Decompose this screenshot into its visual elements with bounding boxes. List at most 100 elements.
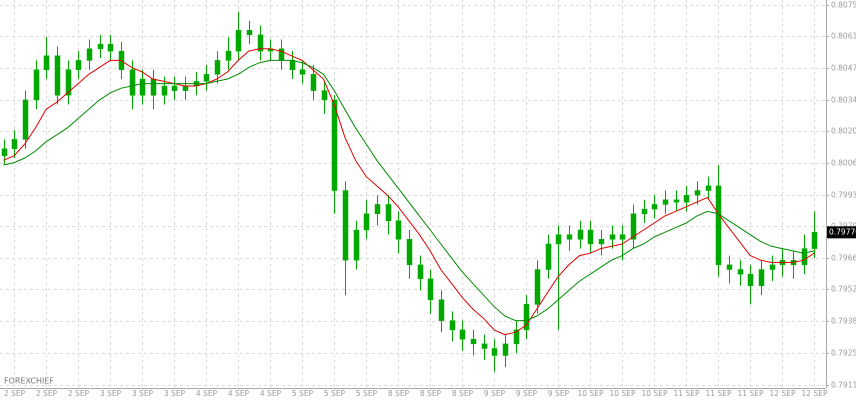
y-tick-label: 0.79115: [831, 381, 856, 390]
candle-body: [321, 90, 328, 101]
candle-body: [225, 50, 232, 61]
watermark: FOREXCHIEF: [4, 377, 54, 386]
candle-body: [587, 229, 594, 245]
candle-body: [577, 229, 584, 240]
candle-body: [395, 220, 402, 240]
y-tick-label: 0.79387: [831, 317, 856, 326]
candle-body: [491, 348, 498, 356]
y-tick-label: 0.79932: [831, 191, 856, 200]
x-tick-label: 10 SEP: [642, 389, 668, 398]
candle-body: [513, 329, 520, 345]
x-tick-label: 12 SEP: [802, 389, 828, 398]
candle-body: [662, 199, 669, 205]
x-tick-label: 11 SEP: [674, 389, 700, 398]
candle-body: [342, 190, 349, 261]
x-tick-label: 4 SEP: [260, 389, 282, 398]
candle-body: [673, 199, 680, 203]
candle-body: [75, 60, 82, 70]
candle-body: [801, 248, 808, 266]
candle-body: [214, 60, 221, 75]
candle-body: [726, 264, 733, 270]
y-tick-label: 0.80613: [831, 32, 856, 41]
candle-body: [427, 278, 434, 300]
candle-body: [257, 34, 264, 52]
candle-body: [385, 204, 392, 221]
x-tick-label: 2 SEP: [36, 389, 58, 398]
x-tick-label: 9 SEP: [516, 389, 538, 398]
candle-body: [737, 269, 744, 275]
candle-body: [523, 304, 530, 331]
candle-body: [107, 43, 114, 52]
candle-body: [449, 320, 456, 331]
candle-body: [545, 243, 552, 270]
moving-average-line: [3, 59, 815, 322]
candle-body: [694, 190, 701, 196]
candle-body: [86, 48, 93, 61]
y-tick-label: 0.80477: [831, 64, 856, 73]
candle-body: [555, 234, 562, 245]
candle-body: [129, 69, 136, 96]
last-price-box: [827, 226, 856, 239]
candle-body: [481, 343, 488, 349]
candle-body: [1, 148, 8, 156]
candle-body: [598, 239, 605, 245]
x-tick-label: 2 SEP: [68, 389, 90, 398]
candle-body: [235, 29, 242, 52]
candle-body: [747, 273, 754, 287]
y-tick-label: 0.79524: [831, 285, 856, 294]
candle-body: [22, 99, 29, 140]
candle-body: [150, 78, 157, 96]
x-tick-label: 8 SEP: [420, 389, 442, 398]
x-tick-label: 11 SEP: [706, 389, 732, 398]
last-price-label: 0.79770: [829, 227, 856, 236]
candle-body: [534, 269, 541, 305]
candle-body: [363, 213, 370, 231]
candle-body: [331, 99, 338, 191]
candle-body: [171, 85, 178, 91]
candle-body: [374, 204, 381, 214]
candle-body: [161, 85, 168, 96]
moving-average-line: [3, 48, 815, 336]
y-tick-label: 0.80341: [831, 96, 856, 105]
candle-body: [97, 43, 104, 50]
candle-body: [609, 234, 616, 240]
candle-body: [641, 208, 648, 214]
x-tick-label: 11 SEP: [738, 389, 764, 398]
y-tick-label: 0.80068: [831, 159, 856, 168]
candle-body: [651, 204, 658, 210]
x-tick-label: 2 SEP: [4, 389, 26, 398]
candle-body: [43, 55, 50, 70]
candle-body: [182, 85, 189, 91]
candle-body: [65, 69, 72, 96]
candle-body: [54, 55, 61, 96]
x-tick-label: 5 SEP: [356, 389, 378, 398]
y-tick-label: 0.79796: [831, 222, 856, 231]
candle-body: [353, 229, 360, 261]
candle-body: [758, 269, 765, 287]
candle-body: [406, 239, 413, 266]
x-tick-label: 5 SEP: [324, 389, 346, 398]
candle-body: [289, 60, 296, 70]
x-tick-label: 8 SEP: [388, 389, 410, 398]
candle-body: [715, 185, 722, 266]
candle-body: [11, 139, 18, 149]
x-tick-label: 5 SEP: [292, 389, 314, 398]
x-tick-label: 8 SEP: [452, 389, 474, 398]
x-tick-label: 4 SEP: [228, 389, 250, 398]
candle-body: [139, 78, 146, 96]
y-tick-label: 0.80205: [831, 127, 856, 136]
candle-body: [203, 74, 210, 82]
x-tick-label: 9 SEP: [484, 389, 506, 398]
candle-body: [299, 69, 306, 75]
candle-body: [246, 29, 253, 36]
candle-body: [619, 234, 626, 240]
x-tick-label: 4 SEP: [196, 389, 218, 398]
x-tick-label: 3 SEP: [100, 389, 122, 398]
candle-body: [769, 264, 776, 270]
candle-body: [683, 194, 690, 203]
y-tick-label: 0.79251: [831, 349, 856, 358]
x-tick-label: 9 SEP: [548, 389, 570, 398]
